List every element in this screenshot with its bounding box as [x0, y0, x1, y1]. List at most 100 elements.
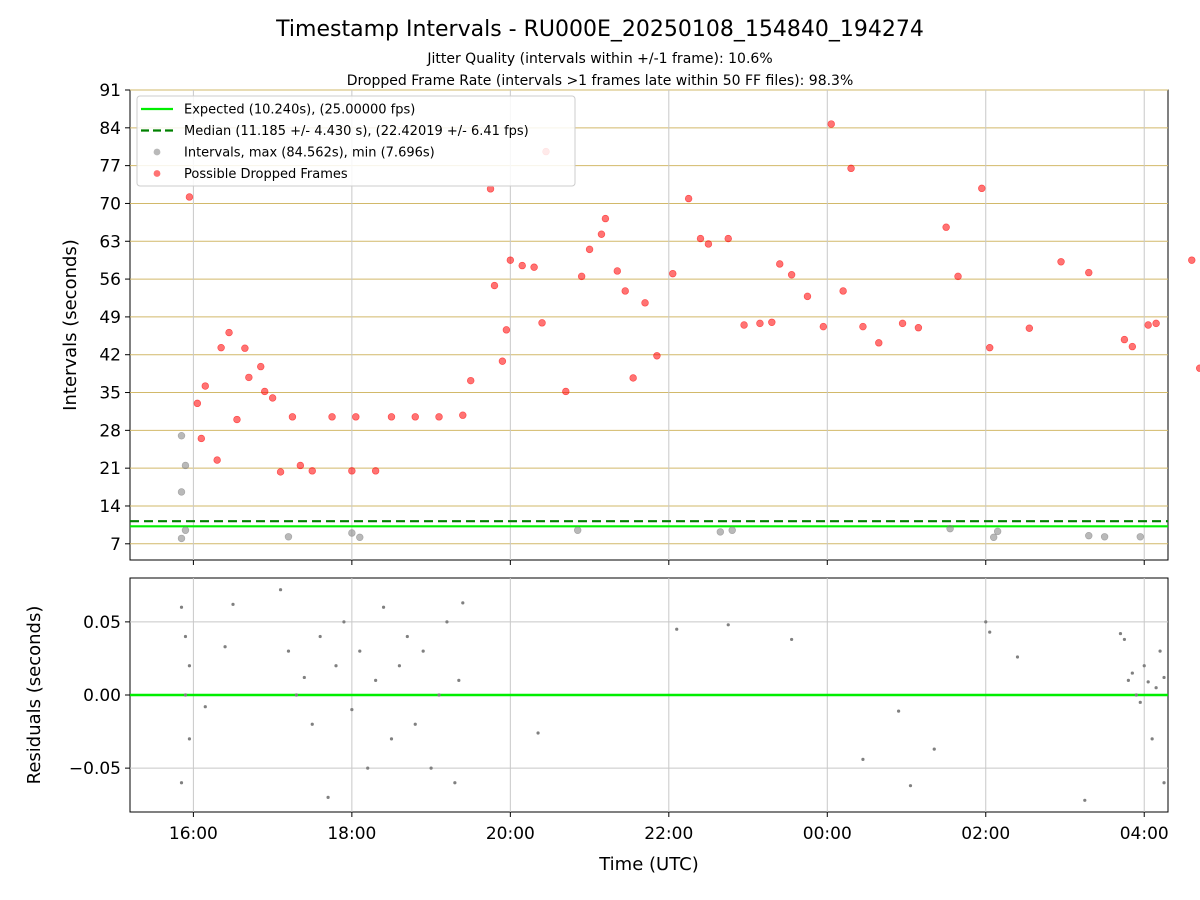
- intervals-panel: 7 14 21 28 35 42 49 56 63 70 77 84 91 Intervals (sec…: [60, 81, 1200, 565]
- residual-point: [1142, 664, 1146, 668]
- chart-legend: Expected (10.240s), (25.00000 fps) Median…: [136, 95, 576, 187]
- residual-point: [413, 722, 417, 726]
- intervals-y-tick-label: 49: [99, 308, 121, 328]
- dropped-frame-point: [641, 299, 649, 307]
- residual-point: [1134, 693, 1138, 697]
- residual-point: [1158, 649, 1162, 653]
- residual-point: [179, 781, 184, 785]
- residual-point: [1083, 798, 1087, 802]
- dropped-frame-point: [1144, 321, 1152, 329]
- dropped-frame-point: [1057, 258, 1065, 266]
- residual-point: [302, 675, 306, 680]
- intervals-y-tick-label: 42: [99, 346, 121, 366]
- interval-point: [573, 526, 582, 534]
- dropped-frame-point: [669, 269, 677, 278]
- interval-point: [1136, 533, 1144, 541]
- residual-point: [183, 634, 188, 639]
- interval-point: [946, 524, 954, 533]
- residual-point: [457, 678, 461, 682]
- dropped-frame-point: [601, 214, 610, 223]
- residual-point: [445, 620, 449, 624]
- dropped-frame-point: [704, 240, 713, 248]
- residual-point: [286, 649, 291, 653]
- residual-point: [984, 620, 988, 624]
- dropped-frame-point: [577, 272, 586, 281]
- residual-point: [896, 709, 901, 713]
- dropped-frame-point: [776, 260, 784, 268]
- dropped-frame-point: [371, 467, 380, 475]
- residual-point: [1122, 637, 1127, 642]
- intervals-y-ticks: 7 14 21 28 35 42 49 56 63 70 77 84 91: [99, 81, 130, 555]
- dropped-frame-point: [1128, 342, 1137, 351]
- residual-point: [1015, 655, 1020, 659]
- dropped-frame-point: [696, 234, 705, 243]
- time-x-ticks: 16:00 18:00 20:00 22:00 00:00 02:00 04:00: [169, 812, 1169, 844]
- interval-point: [993, 527, 1002, 536]
- interval-point: [716, 528, 725, 536]
- residual-point: [1138, 700, 1142, 704]
- dropped-frame-point: [613, 267, 622, 275]
- intervals-points: [177, 120, 1200, 543]
- residual-point: [1150, 737, 1154, 741]
- residual-point: [1162, 675, 1166, 680]
- residual-point: [278, 588, 283, 592]
- residual-point: [179, 605, 184, 609]
- x-tick-label: 04:00: [1120, 824, 1169, 844]
- residual-point: [453, 781, 457, 785]
- legend-label: Expected (10.240s), (25.00000 fps): [184, 103, 415, 118]
- dropped-frame-point: [653, 352, 661, 360]
- interval-point: [356, 533, 364, 542]
- residual-point: [374, 678, 378, 682]
- dropped-frame-point: [740, 321, 748, 329]
- dropped-frame-point: [308, 467, 316, 475]
- intervals-y-tick-label: 84: [99, 119, 121, 139]
- chart-subtitle-dropped: Dropped Frame Rate (intervals >1 frames …: [347, 73, 854, 89]
- dropped-frame-point: [490, 281, 499, 290]
- dropped-frame-point: [213, 456, 221, 464]
- dropped-frame-point: [498, 357, 507, 365]
- dropped-frame-point: [387, 413, 396, 421]
- dropped-frame-point: [467, 376, 475, 385]
- residual-point: [1162, 781, 1166, 785]
- interval-point: [728, 526, 736, 534]
- dropped-frame-point: [724, 234, 732, 243]
- dropped-frame-point: [621, 287, 629, 295]
- x-tick-label: 20:00: [486, 824, 535, 844]
- interval-point: [1100, 533, 1109, 541]
- x-tick-label: 18:00: [327, 824, 376, 844]
- dropped-frame-point: [217, 343, 225, 352]
- residual-point: [350, 708, 354, 712]
- intervals-y-tick-label: 91: [99, 81, 121, 101]
- interval-point: [177, 534, 186, 543]
- dropped-frame-point: [348, 467, 356, 475]
- residual-point: [326, 795, 330, 799]
- intervals-y-tick-label: 70: [99, 194, 121, 214]
- chart-subtitle-jitter: Jitter Quality (intervals within +/-1 fr…: [426, 51, 772, 67]
- residual-point: [1146, 680, 1150, 684]
- residuals-y-ticks: 0.05 0.00 −0.05: [69, 613, 130, 779]
- residual-point: [358, 649, 362, 653]
- residual-point: [342, 620, 346, 624]
- intervals-y-tick-label: 63: [99, 232, 121, 252]
- intervals-y-tick-label: 28: [99, 421, 121, 441]
- time-x-axis-label: Time (UTC): [598, 854, 699, 875]
- intervals-y-tick-label: 21: [99, 459, 121, 479]
- legend-label: Possible Dropped Frames: [184, 167, 348, 182]
- dropped-frame-point: [684, 194, 693, 203]
- residual-point: [318, 634, 322, 639]
- interval-point: [181, 526, 190, 534]
- interval-point: [1085, 531, 1093, 540]
- dropped-frame-point: [1120, 335, 1129, 344]
- dropped-frame-point: [839, 287, 847, 295]
- intervals-y-axis-label: Intervals (seconds): [60, 239, 81, 411]
- x-tick-label: 22:00: [644, 824, 693, 844]
- dropped-frame-point: [197, 434, 206, 443]
- dropped-frame-point: [530, 263, 538, 271]
- dropped-frame-point: [241, 344, 249, 352]
- interval-point: [177, 432, 186, 440]
- intervals-y-tick-label: 56: [99, 270, 121, 290]
- dropped-frame-point: [201, 382, 209, 390]
- intervals-y-tick-label: 7: [110, 535, 121, 555]
- dropped-frame-point: [986, 343, 994, 352]
- dropped-frame-point: [435, 413, 443, 421]
